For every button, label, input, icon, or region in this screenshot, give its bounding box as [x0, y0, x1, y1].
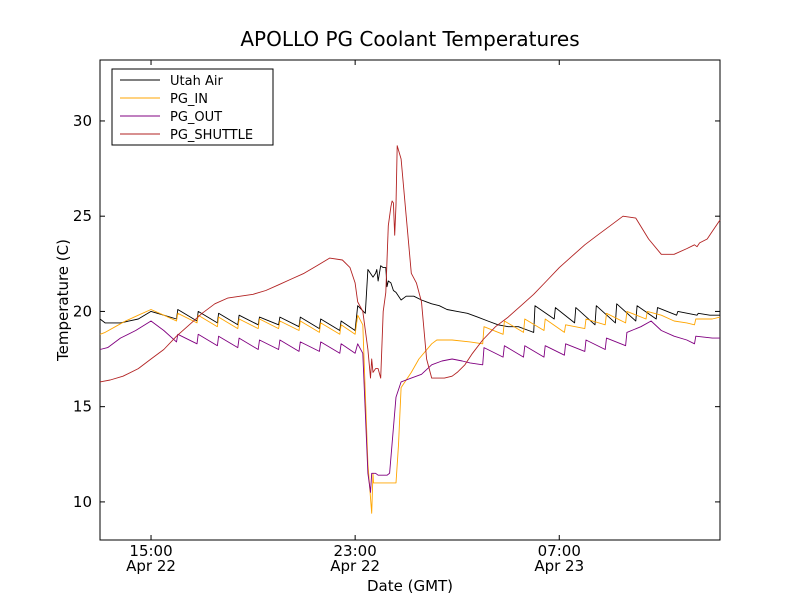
- y-tick-label: 25: [73, 207, 92, 225]
- legend-label-pg-out: PG_OUT: [170, 110, 222, 125]
- y-tick-label: 10: [73, 493, 92, 511]
- series-line-pg-shuttle: [99, 145, 721, 383]
- y-axis-label: Temperature (C): [54, 239, 72, 362]
- x-tick-time-label: 07:00: [538, 542, 581, 560]
- chart-title: APOLLO PG Coolant Temperatures: [240, 27, 579, 51]
- series-line-pg-out: [99, 320, 720, 493]
- legend-label-utah-air: Utah Air: [170, 74, 223, 89]
- x-tick-date-label: Apr 22: [330, 557, 380, 575]
- series-line-utah-air: [99, 265, 720, 333]
- legend-label-pg-shuttle: PG_SHUTTLE: [170, 128, 253, 143]
- series-line-pg-in: [99, 309, 721, 514]
- x-tick-time-label: 15:00: [129, 542, 172, 560]
- y-tick-label: 15: [73, 398, 92, 416]
- y-tick-label: 30: [73, 112, 92, 130]
- x-tick-date-label: Apr 23: [534, 557, 584, 575]
- y-tick-label: 20: [73, 302, 92, 320]
- x-tick-date-label: Apr 22: [126, 557, 176, 575]
- legend-box: [111, 68, 274, 146]
- y-axis: 10 15 20 25 30: [73, 112, 720, 511]
- x-axis-label: Date (GMT): [367, 577, 453, 595]
- legend: Utah Air PG_IN PG_OUT PG_SHUTTLE: [111, 68, 274, 146]
- x-tick-time-label: 23:00: [334, 542, 377, 560]
- legend-label-pg-in: PG_IN: [170, 92, 208, 107]
- series-layer: [99, 145, 721, 514]
